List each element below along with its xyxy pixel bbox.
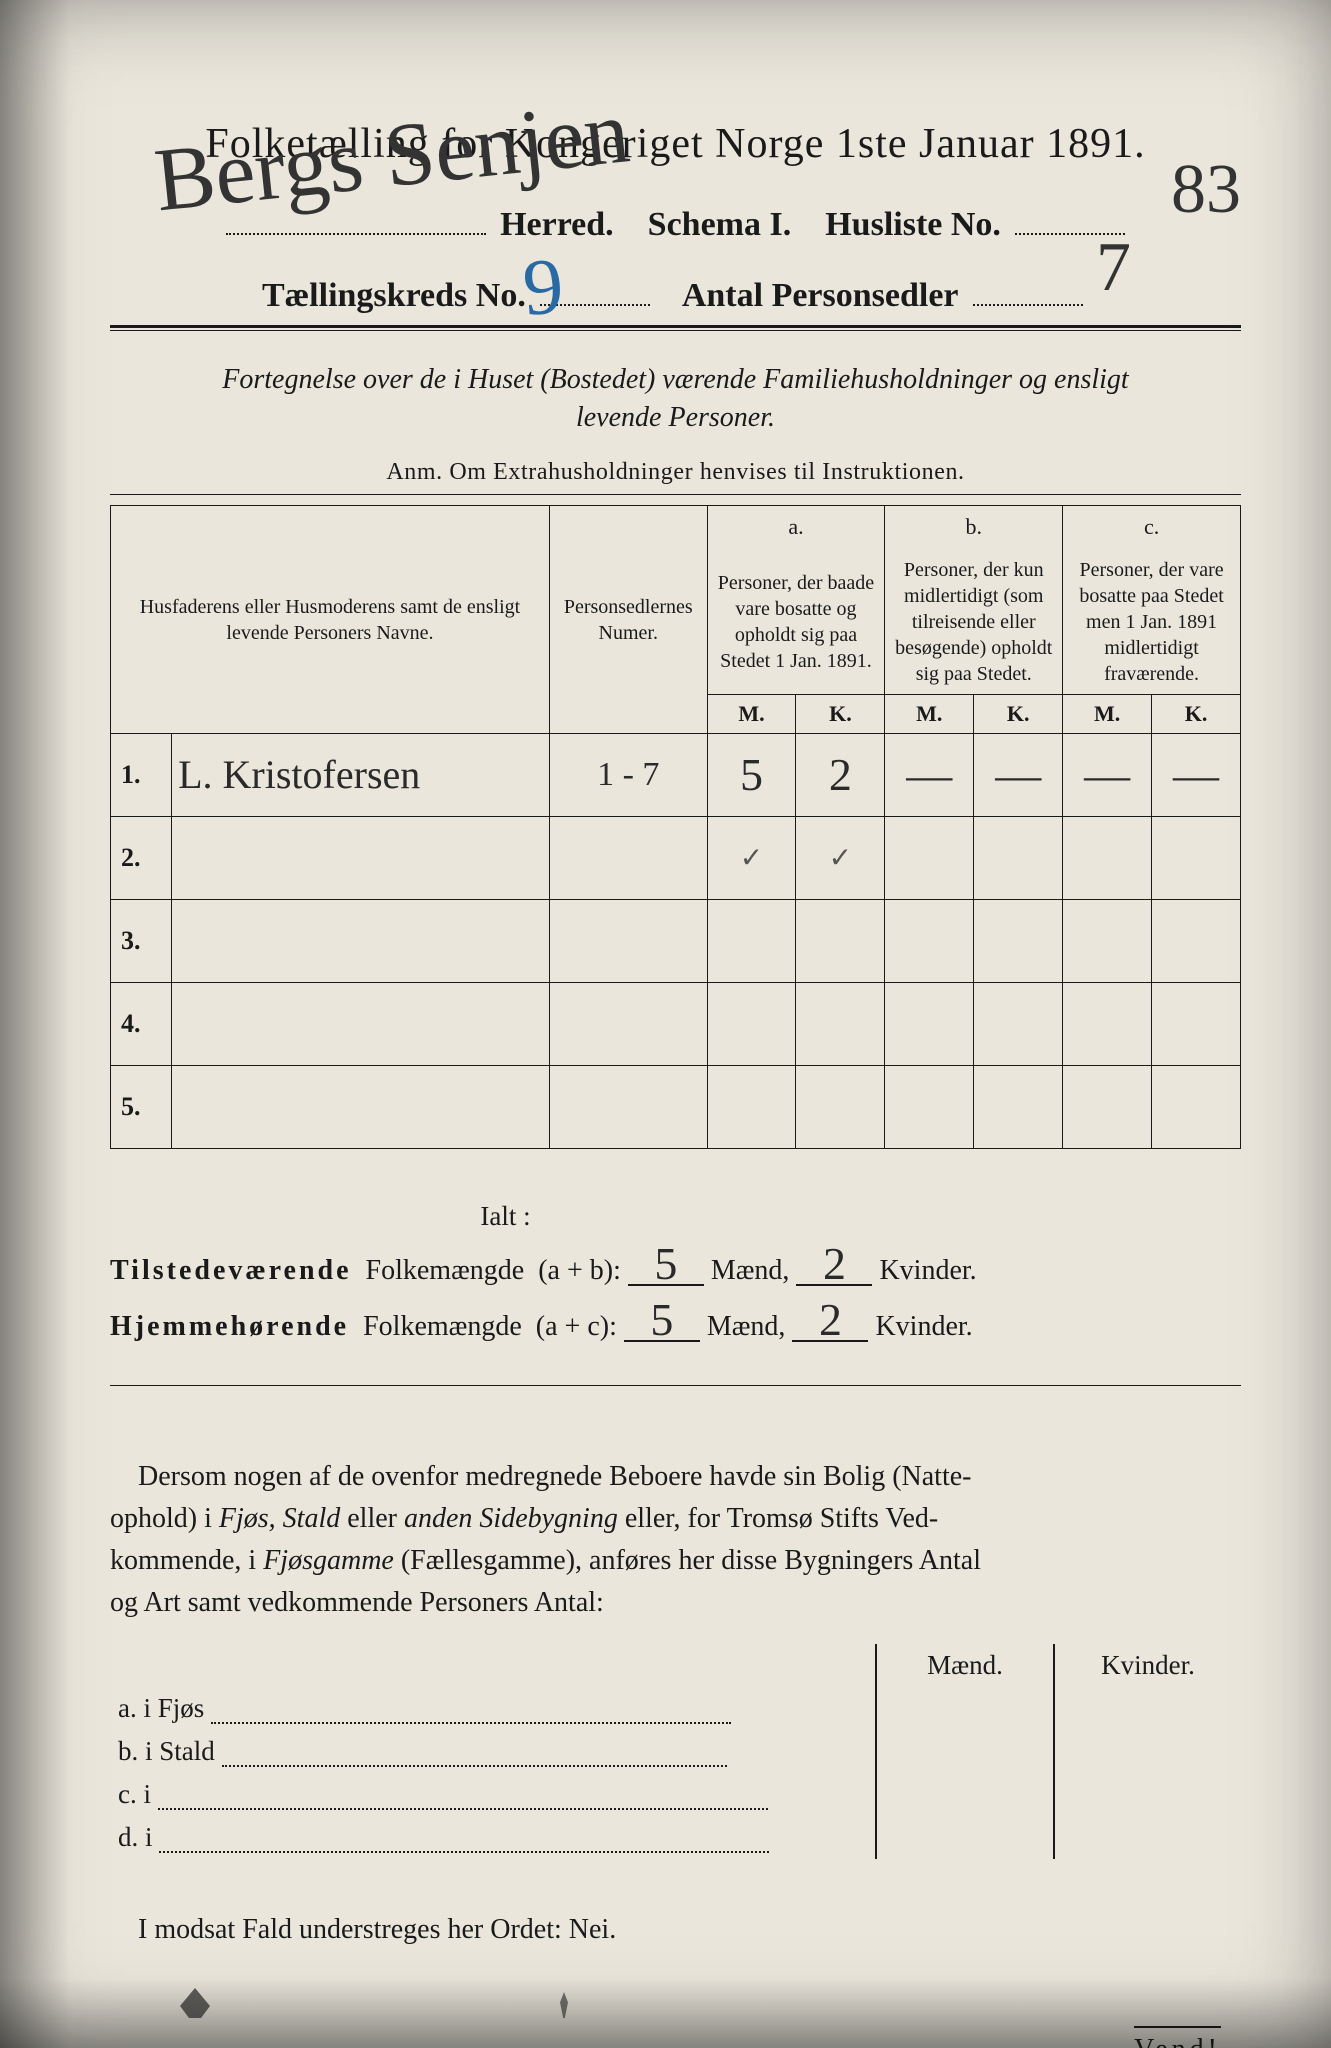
vend-label: Vend! [1134, 2026, 1221, 2048]
col-b-header: Personer, der kun midlertidigt (som tilr… [885, 548, 1063, 695]
table-row: 2. ✓ ✓ [111, 816, 1241, 899]
kreds-label: Tællingskreds No. [262, 277, 526, 314]
col-b-m: M. [885, 694, 974, 733]
husliste-label: Husliste No. [825, 206, 1001, 243]
col-b-tag: b. [885, 505, 1063, 548]
totals-line-ac: Hjemmehørende Folkemængde (a + c): 5 Mæn… [110, 1299, 1241, 1355]
col-num-header: Personsedlernes Numer. [549, 505, 707, 733]
household-name: L. Kristofersen [172, 733, 550, 816]
household-table: Husfaderens eller Husmoderens samt de en… [110, 505, 1241, 1149]
subhead-line1: Fortegnelse over de i Huset (Bostedet) v… [222, 364, 1128, 395]
handwriting-personsedler: 7 [1096, 228, 1131, 308]
subrow-b: b. i Stald [110, 1730, 876, 1773]
table-row: 1. L. Kristofersen 1 - 7 5 2 — — — — [111, 733, 1241, 816]
census-form-page: Bergs Senjen 83 9 7 Folketælling for Kon… [0, 0, 1331, 2048]
col-names-header: Husfaderens eller Husmoderens samt de en… [111, 505, 550, 733]
col-c-header: Personer, der vare bosatte paa Stedet me… [1063, 548, 1241, 695]
personsedler-label: Antal Personsedler [682, 277, 959, 314]
col-c-tag: c. [1063, 505, 1241, 548]
subheading: Fortegnelse over de i Huset (Bostedet) v… [110, 361, 1241, 437]
subrow-c: c. i [110, 1773, 876, 1816]
subrow-d: d. i [110, 1816, 876, 1859]
divider-light [110, 330, 1241, 331]
handwriting-kreds-no: 9 [520, 241, 566, 335]
paper-mark-icon [560, 1992, 568, 2018]
total-ab-k: 2 [796, 1243, 872, 1286]
sub-kvinder-header: Kvinder. [1054, 1644, 1241, 1687]
divider-mid [110, 1385, 1241, 1386]
total-ac-m: 5 [624, 1299, 700, 1342]
col-c-m: M. [1063, 694, 1152, 733]
schema-label: Schema I. [648, 206, 792, 243]
table-row: 3. [111, 899, 1241, 982]
paper-tear-icon [180, 1988, 210, 2018]
table-row: 4. [111, 982, 1241, 1065]
divider-above-table [110, 494, 1241, 495]
shadow-left [0, 0, 70, 2048]
table-row: 5. [111, 1065, 1241, 1148]
col-a-tag: a. [707, 505, 885, 548]
col-b-k: K. [974, 694, 1063, 733]
col-a-m: M. [707, 694, 796, 733]
handwriting-husliste-no: 83 [1171, 150, 1241, 230]
closing-line: I modsat Fald understreges her Ordet: Ne… [110, 1914, 1241, 1946]
annotation-line: Anm. Om Extrahusholdninger henvises til … [110, 459, 1241, 486]
total-ac-k: 2 [792, 1299, 868, 1342]
col-c-k: K. [1152, 694, 1241, 733]
vend-wrap: Vend! [110, 2026, 1241, 2048]
col-a-k: K. [796, 694, 885, 733]
col-a-header: Personer, der baade vare bosatte og opho… [707, 548, 885, 695]
totals-line-ab: Tilstedeværende Folkemængde (a + b): 5 M… [110, 1243, 1241, 1299]
totals-section: Ialt : Tilstedeværende Folkemængde (a + … [110, 1189, 1241, 1355]
herred-label: Herred. [500, 206, 614, 243]
sub-building-table: Mænd. Kvinder. a. i Fjøs b. i Stald c. i… [110, 1644, 1241, 1859]
sub-maend-header: Mænd. [876, 1644, 1054, 1687]
paragraph: Dersom nogen af de ovenfor medregnede Be… [110, 1456, 1241, 1624]
ialt-label: Ialt : [0, 1189, 1241, 1243]
subhead-line2: levende Personer. [576, 402, 775, 433]
subrow-a: a. i Fjøs [110, 1687, 876, 1730]
divider-heavy [110, 325, 1241, 328]
total-ab-m: 5 [628, 1243, 704, 1286]
header-line-3: Tællingskreds No. Antal Personsedler [110, 270, 1241, 315]
